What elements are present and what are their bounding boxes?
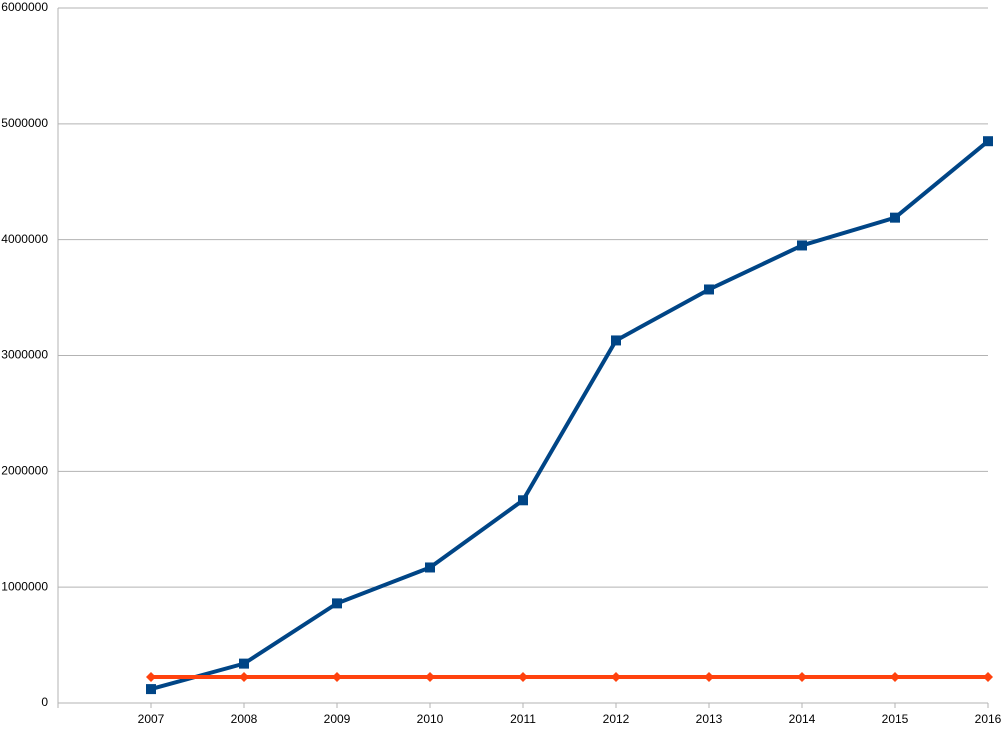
y-tick-label: 0 <box>41 695 48 709</box>
marker <box>890 671 900 682</box>
x-tick-label: 2007 <box>138 712 165 726</box>
x-tick-label: 2015 <box>882 712 909 726</box>
x-tick-label: 2014 <box>789 712 816 726</box>
x-tick-label: 2010 <box>417 712 444 726</box>
marker <box>518 495 528 506</box>
marker <box>332 671 342 682</box>
line <box>150 139 990 692</box>
x-tick-label: 2011 <box>510 712 536 726</box>
y-tick-label: 6000000 <box>1 0 48 14</box>
x-tick-label: 2008 <box>231 712 258 726</box>
x-tick-label: 2016 <box>975 712 1002 726</box>
marker <box>611 671 621 682</box>
y-tick-label: 1000000 <box>1 579 48 593</box>
x-tick-label: 2012 <box>603 712 630 726</box>
y-tick-label: 3000000 <box>1 348 48 362</box>
marker <box>890 212 900 223</box>
y-tick-label: 4000000 <box>1 232 48 246</box>
y-tick-label: 5000000 <box>1 116 48 130</box>
marker <box>332 598 342 609</box>
marker <box>425 671 435 682</box>
marker <box>797 240 807 251</box>
marker <box>425 562 435 573</box>
x-tick-label: 2013 <box>696 712 723 726</box>
x-tick-label: 2009 <box>324 712 351 726</box>
marker <box>704 671 714 682</box>
marker <box>797 671 807 682</box>
marker <box>983 671 993 682</box>
marker <box>239 658 249 669</box>
marker <box>146 671 156 682</box>
y-tick-label: 2000000 <box>1 464 48 478</box>
marker <box>146 684 156 695</box>
marker <box>983 136 993 147</box>
marker <box>239 671 249 682</box>
marker <box>518 671 528 682</box>
marker <box>611 335 621 346</box>
marker <box>704 284 714 295</box>
